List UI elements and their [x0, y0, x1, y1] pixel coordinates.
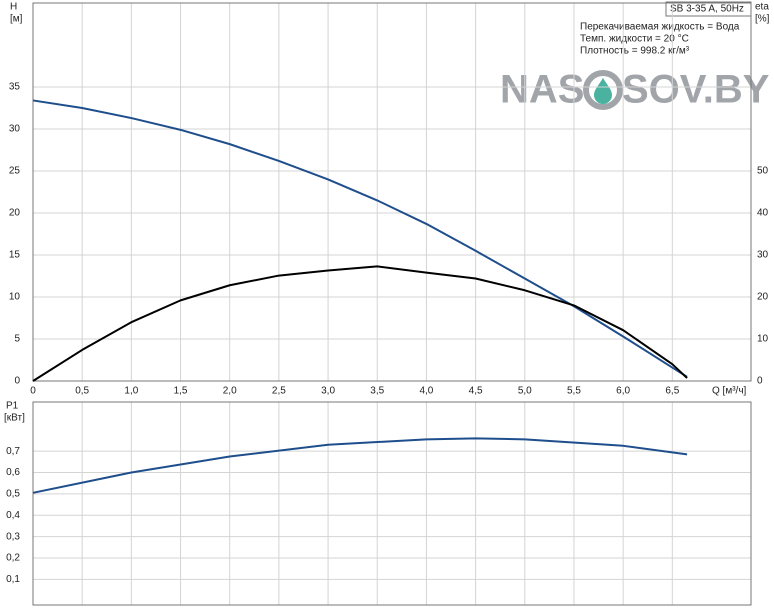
y-tick-label: 10 — [9, 292, 21, 303]
plot-frame — [32, 2, 752, 382]
x-tick-label: 0,5 — [75, 386, 89, 397]
y-tick-label: 0,6 — [6, 467, 20, 478]
y-tick-label: 35 — [9, 82, 21, 93]
y-tick-label: 0,2 — [6, 553, 20, 564]
watermark-right: SOV.BY — [622, 68, 770, 112]
series-line — [32, 265, 688, 382]
y2-tick-label: 40 — [757, 208, 769, 219]
x-tick-label: 5,5 — [567, 386, 581, 397]
y2-tick-label: 30 — [757, 250, 769, 261]
x-tick-label: 6,0 — [616, 386, 630, 397]
y-tick-label: 0,3 — [6, 531, 20, 542]
x-tick-label: 2,5 — [272, 386, 286, 397]
y-unit: [м] — [10, 14, 23, 25]
series-line — [32, 437, 688, 494]
y-tick-label: 0,7 — [6, 446, 20, 457]
y2-unit: [%] — [755, 14, 770, 25]
y-label: H — [10, 2, 17, 13]
annotation: Перекачиваемая жидкость = Вода — [580, 22, 740, 33]
y-tick-label: 0 — [14, 376, 20, 387]
chart-title: SB 3-35 A, 50Hz — [670, 4, 744, 15]
y-tick-label: 0,5 — [6, 489, 20, 500]
x-tick-label: 3,0 — [321, 386, 335, 397]
y-tick-label: 0,4 — [6, 510, 20, 521]
y-tick-label: 30 — [9, 124, 21, 135]
x-tick-label: 4,5 — [469, 386, 483, 397]
y-unit: [кВт] — [4, 413, 25, 424]
y-tick-label: 20 — [9, 208, 21, 219]
x-tick-label: 1,5 — [174, 386, 188, 397]
y2-tick-label: 50 — [757, 166, 769, 177]
y-label: P1 — [6, 401, 19, 412]
y-tick-label: 5 — [14, 334, 20, 345]
x-tick-label: 2,0 — [223, 386, 237, 397]
x-tick-label: 3,5 — [370, 386, 384, 397]
watermark-logo — [583, 70, 623, 110]
y-tick-label: 25 — [9, 166, 21, 177]
x-tick-label: 1,0 — [124, 386, 138, 397]
y-tick-label: 15 — [9, 250, 21, 261]
x-tick-label: 0 — [30, 386, 36, 397]
y2-tick-label: 0 — [757, 376, 763, 387]
watermark-left: NAS — [500, 68, 584, 112]
y2-tick-label: 10 — [757, 334, 769, 345]
annotation: Темп. жидкости = 20 °C — [580, 34, 689, 45]
x-tick-label: 5,0 — [518, 386, 532, 397]
x-tick-label: 4,0 — [419, 386, 433, 397]
y2-label: eta — [755, 2, 769, 13]
series-line — [32, 99, 688, 378]
y2-tick-label: 20 — [757, 292, 769, 303]
x-label: Q [м³/ч] — [712, 386, 747, 397]
annotation: Плотность = 998.2 кг/м³ — [580, 46, 690, 57]
x-tick-label: 6,5 — [665, 386, 679, 397]
y-tick-label: 0,1 — [6, 574, 20, 585]
plot-frame — [32, 401, 752, 606]
